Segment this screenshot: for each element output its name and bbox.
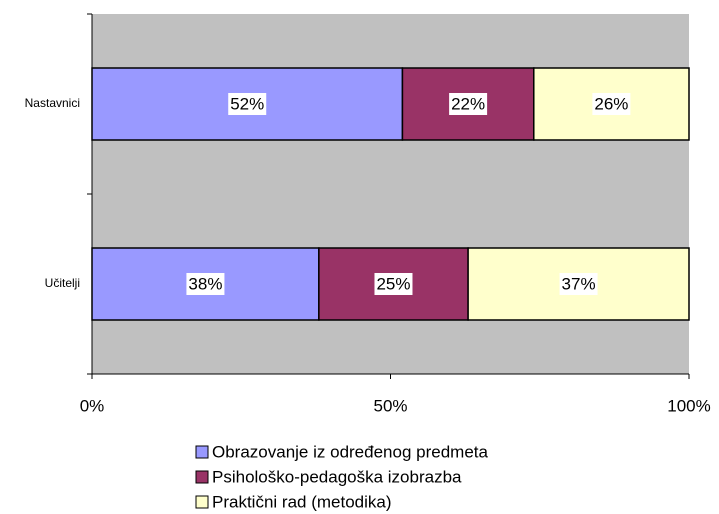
data-label: 25% <box>376 274 410 293</box>
x-tick-label: 100% <box>667 396 710 415</box>
y-tick-label: Nastavnici <box>25 96 80 110</box>
label-background <box>559 273 598 295</box>
label-background <box>186 273 225 295</box>
legend-label: Psihološko-pedagoška izobrazba <box>212 467 462 486</box>
data-label: 38% <box>188 274 222 293</box>
data-label: 26% <box>594 94 628 113</box>
label-background <box>228 93 267 115</box>
data-label: 52% <box>230 94 264 113</box>
legend-label: Obrazovanje iz određenog predmeta <box>212 442 488 461</box>
legend-swatch <box>195 495 209 509</box>
legend-swatch <box>195 470 209 484</box>
x-tick-label: 0% <box>80 396 105 415</box>
data-label: 22% <box>451 94 485 113</box>
y-tick-label: Učitelji <box>45 276 80 290</box>
x-tick-label: 50% <box>373 396 407 415</box>
data-label: 37% <box>562 274 596 293</box>
label-background <box>374 273 413 295</box>
legend-label: Praktični rad (metodika) <box>212 492 392 511</box>
legend-swatch <box>195 445 209 459</box>
label-background <box>449 93 488 115</box>
label-background <box>592 93 631 115</box>
